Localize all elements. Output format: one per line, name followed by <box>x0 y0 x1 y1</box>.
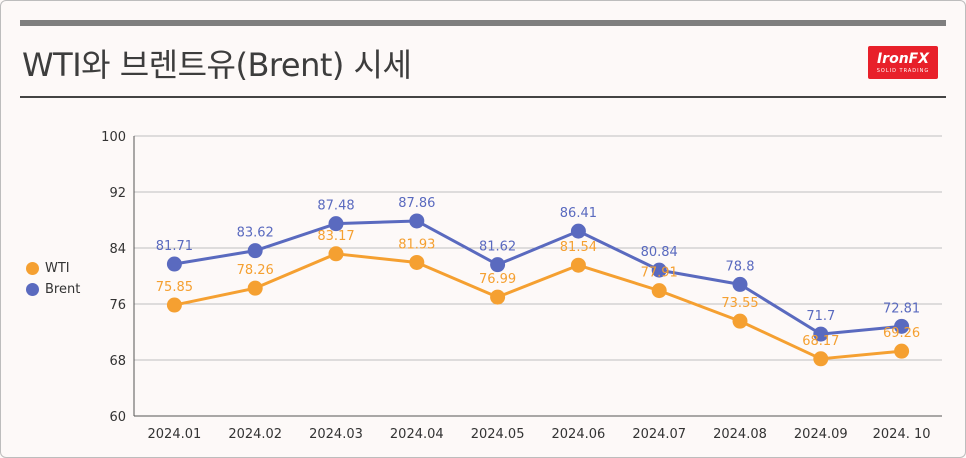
data-point-wti <box>328 246 344 262</box>
x-tick-label: 2024.05 <box>471 427 525 442</box>
ironfx-logo: IronFX SOLID TRADING <box>868 46 938 79</box>
data-point-brent <box>409 213 425 229</box>
data-point-brent <box>490 257 506 273</box>
data-label-wti: 76.99 <box>479 272 516 287</box>
chart-title: WTI와 브렌트유(Brent) 시세 <box>22 46 412 84</box>
series-line-wti <box>174 252 902 361</box>
data-point-wti <box>247 280 263 296</box>
data-point-brent <box>166 256 182 272</box>
y-tick-label: 100 <box>101 130 126 145</box>
series-line-brent <box>174 219 902 336</box>
data-point-brent <box>328 216 344 232</box>
data-point-brent <box>247 243 263 259</box>
data-point-brent <box>651 262 667 278</box>
data-point-wti <box>166 297 182 313</box>
data-point-brent <box>813 326 829 342</box>
legend-item-wti: WTI <box>26 258 80 279</box>
y-tick-label: 68 <box>109 354 126 369</box>
data-label-wti: 77.91 <box>641 266 678 281</box>
data-label-brent: 81.71 <box>156 239 193 254</box>
logo-text: IronFX <box>876 51 930 67</box>
data-label-brent: 80.84 <box>641 245 678 260</box>
data-point-wti <box>651 283 667 299</box>
data-point-wti <box>732 313 748 329</box>
y-tick-label: 60 <box>109 410 126 425</box>
x-tick-label: 2024.04 <box>390 427 444 442</box>
data-label-brent: 83.62 <box>237 226 274 241</box>
x-tick-label: 2024.09 <box>794 427 848 442</box>
x-tick-label: 2024.02 <box>228 427 282 442</box>
data-label-wti: 81.54 <box>560 240 597 255</box>
data-label-brent: 71.7 <box>806 309 835 324</box>
data-point-wti <box>894 343 910 359</box>
logo-subtext: SOLID TRADING <box>876 68 930 74</box>
data-label-brent: 81.62 <box>479 240 516 255</box>
data-label-brent: 87.48 <box>317 199 354 214</box>
x-tick-label: 2024.07 <box>632 427 686 442</box>
y-tick-label: 76 <box>109 298 126 313</box>
x-tick-label: 2024.03 <box>309 427 363 442</box>
legend: WTI Brent <box>26 258 80 300</box>
legend-marker-wti <box>26 262 39 275</box>
top-bar <box>20 20 946 26</box>
data-label-brent: 78.8 <box>726 259 755 274</box>
y-tick-label: 92 <box>109 186 126 201</box>
data-point-brent <box>894 318 910 334</box>
data-point-wti <box>490 289 506 305</box>
x-tick-label: 2024.06 <box>552 427 606 442</box>
y-tick-label: 84 <box>109 242 126 257</box>
title-divider <box>20 96 946 98</box>
legend-label-brent: Brent <box>45 282 81 297</box>
data-label-wti: 69.26 <box>883 326 920 341</box>
data-label-wti: 83.17 <box>317 229 354 244</box>
data-point-wti <box>813 351 829 367</box>
x-tick-label: 2024. 10 <box>873 427 931 442</box>
data-point-wti <box>409 254 425 270</box>
x-tick-label: 2024.01 <box>148 427 202 442</box>
data-label-wti: 81.93 <box>398 237 435 252</box>
legend-label-wti: WTI <box>45 261 70 276</box>
data-label-brent: 72.81 <box>883 301 920 316</box>
data-point-wti <box>570 257 586 273</box>
data-point-brent <box>732 276 748 292</box>
data-label-wti: 68.17 <box>802 334 839 349</box>
data-label-wti: 73.55 <box>721 296 758 311</box>
data-label-wti: 78.26 <box>237 263 274 278</box>
data-label-brent: 87.86 <box>398 196 435 211</box>
legend-item-brent: Brent <box>26 279 80 300</box>
data-point-brent <box>570 223 586 239</box>
data-label-brent: 86.41 <box>560 206 597 221</box>
legend-marker-brent <box>26 283 39 296</box>
x-tick-label: 2024.08 <box>713 427 767 442</box>
data-label-wti: 75.85 <box>156 280 193 295</box>
